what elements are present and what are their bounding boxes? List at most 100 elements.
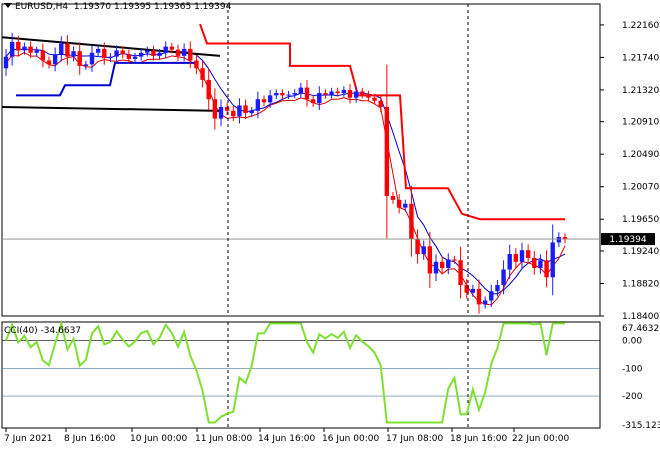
x-tick-label: 17 Jun 08:00 (386, 434, 443, 444)
candle-body (231, 110, 236, 117)
candle-body (108, 56, 113, 59)
candle-body (16, 41, 21, 51)
candle-body (476, 288, 482, 305)
candle-body (360, 91, 365, 95)
candle-body (34, 50, 39, 53)
candle-body (120, 50, 125, 55)
candle-body (409, 203, 414, 239)
candle-body (212, 99, 218, 119)
candle-body (378, 100, 383, 107)
y-tick-label: 1.18820 (622, 279, 659, 289)
dropdown-triangle-icon[interactable] (4, 3, 12, 8)
candle-body (218, 106, 224, 119)
candle-body (403, 203, 408, 208)
candle-body (525, 250, 531, 258)
cci-scale-label: -200 (622, 392, 643, 402)
candle-body (353, 91, 359, 98)
current-price-tag (601, 233, 655, 246)
candle-body (224, 106, 230, 111)
candle-body (550, 242, 555, 278)
candle-body (181, 48, 187, 56)
candle-body (298, 87, 304, 94)
candle-body (556, 237, 562, 243)
support-step-line (16, 61, 195, 97)
candle-body (507, 254, 512, 270)
candle-body (163, 46, 168, 53)
candle-body (464, 285, 469, 293)
candle-body (532, 257, 537, 268)
candle-body (126, 54, 132, 59)
y-tick-label: 1.21320 (622, 86, 659, 96)
moving-average-fast (5, 51, 566, 306)
y-tick-label: 1.19240 (622, 247, 659, 257)
current-price-label: 1.19394 (609, 235, 646, 245)
candle-body (151, 50, 156, 56)
y-tick-label: 1.20910 (622, 118, 659, 128)
candle-body (46, 60, 52, 65)
candle-body (200, 68, 205, 80)
candle-body (335, 91, 340, 94)
candle-body (304, 87, 310, 100)
candle-body (323, 93, 328, 95)
candle-body (255, 99, 261, 111)
x-tick-label: 16 Jun 00:00 (322, 434, 379, 444)
candle-body (3, 56, 9, 69)
candle-body (114, 50, 119, 57)
candle-body (421, 246, 426, 255)
candle-body (390, 196, 396, 200)
candle-body (206, 79, 211, 100)
candle-body (59, 43, 64, 55)
cci-scale-label: 0.00 (622, 337, 642, 347)
candle-body (188, 48, 193, 61)
candle-body (102, 48, 107, 59)
candle-body (452, 259, 457, 261)
candle-body (249, 110, 254, 114)
candle-body (138, 52, 144, 57)
candle-body (458, 260, 463, 286)
cci-line (5, 319, 565, 424)
candle-body (544, 260, 549, 278)
candle-body (274, 93, 279, 96)
candle-body (83, 64, 89, 66)
candle-body (286, 94, 291, 96)
candle-body (495, 285, 500, 292)
x-tick-label: 7 Jun 2021 (4, 434, 52, 444)
candle-body (261, 99, 267, 103)
candle-body (28, 46, 33, 53)
candle-body (341, 89, 347, 94)
main-pane-frame (1, 3, 601, 317)
trend-line-lower (1, 105, 221, 112)
candle-body (427, 246, 433, 274)
candle-body (317, 93, 322, 104)
symbol-label: EURUSD,H4 (15, 2, 69, 12)
y-tick-label: 1.20490 (622, 150, 659, 160)
candle-body (267, 95, 273, 103)
candle-body (145, 50, 150, 53)
x-tick-label: 10 Jun 00:00 (130, 434, 187, 444)
candle-body (513, 254, 519, 262)
candle-body (89, 52, 95, 65)
cci-scale-label: 67.4632 (622, 324, 659, 334)
ohlc-values: 1.19370 1.19395 1.19365 1.19394 (73, 2, 232, 12)
candle-body (439, 261, 445, 268)
candle-body (40, 50, 46, 61)
candle-body (292, 93, 297, 95)
y-tick-label: 1.21740 (622, 53, 659, 63)
y-tick-label: 1.20070 (622, 183, 659, 193)
candle-body (280, 93, 285, 96)
resistance-step-line (199, 23, 565, 221)
candle-body (329, 91, 334, 95)
candle-body (519, 250, 525, 262)
candle-body (538, 260, 543, 268)
candle-body (237, 105, 242, 117)
candle-body (482, 300, 488, 305)
x-tick-label: 22 Jun 00:00 (512, 434, 569, 444)
candle-body (562, 237, 568, 240)
candle-body (77, 51, 82, 66)
candle-body (310, 99, 316, 104)
candle-body (396, 199, 402, 208)
y-tick-label: 1.19650 (622, 215, 659, 225)
y-tick-label: 1.18400 (622, 312, 659, 322)
candle-body (169, 46, 175, 50)
